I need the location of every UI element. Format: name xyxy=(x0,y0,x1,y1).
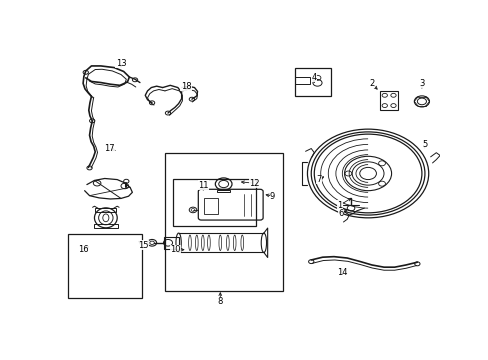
Text: 13: 13 xyxy=(116,59,126,68)
Text: 5: 5 xyxy=(422,140,427,149)
Text: 14: 14 xyxy=(336,268,347,277)
Bar xyxy=(165,153,282,291)
Text: 18: 18 xyxy=(181,82,191,91)
Text: 1: 1 xyxy=(336,201,342,210)
Text: 9: 9 xyxy=(269,192,275,201)
Text: 17: 17 xyxy=(104,144,115,153)
Text: 10: 10 xyxy=(170,245,181,254)
Bar xyxy=(95,208,116,212)
Text: 2: 2 xyxy=(368,79,374,88)
Text: 16: 16 xyxy=(78,245,88,254)
Bar xyxy=(173,179,256,226)
Text: 4: 4 xyxy=(311,72,316,81)
Text: 6: 6 xyxy=(337,209,343,218)
Text: 12: 12 xyxy=(249,179,259,188)
Text: 11: 11 xyxy=(198,181,208,190)
Text: 7: 7 xyxy=(316,175,321,184)
Bar xyxy=(380,91,398,110)
Bar xyxy=(164,237,179,249)
Bar xyxy=(94,224,118,228)
Bar xyxy=(294,77,309,84)
Bar xyxy=(204,198,217,214)
Text: 8: 8 xyxy=(217,297,223,306)
Bar xyxy=(216,190,230,192)
Text: 15: 15 xyxy=(138,240,149,249)
Bar xyxy=(295,68,331,96)
Text: 3: 3 xyxy=(418,79,424,88)
Bar xyxy=(68,234,142,298)
